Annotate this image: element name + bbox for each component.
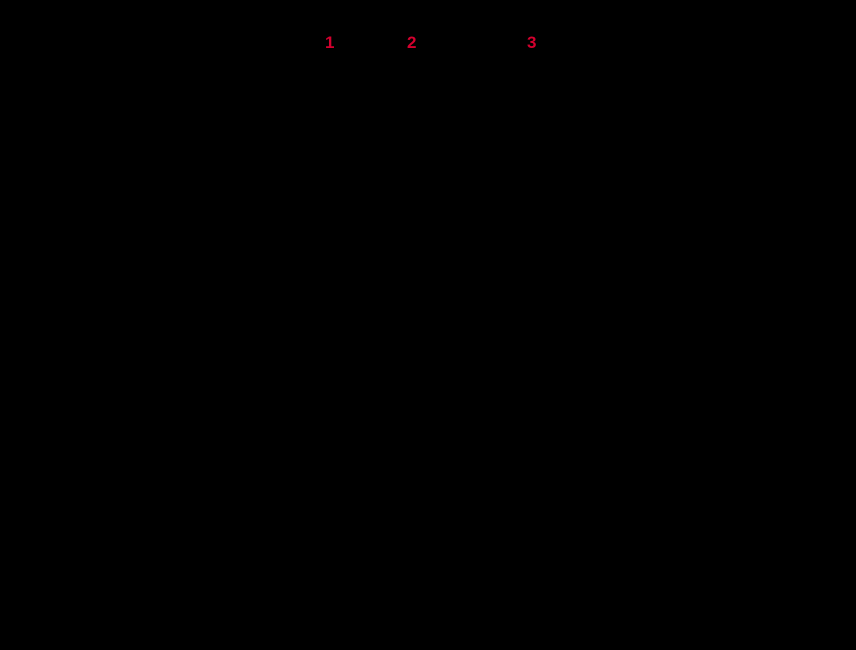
label-1: 1 <box>325 33 334 53</box>
label-3: 3 <box>527 33 536 53</box>
label-2: 2 <box>407 33 416 53</box>
